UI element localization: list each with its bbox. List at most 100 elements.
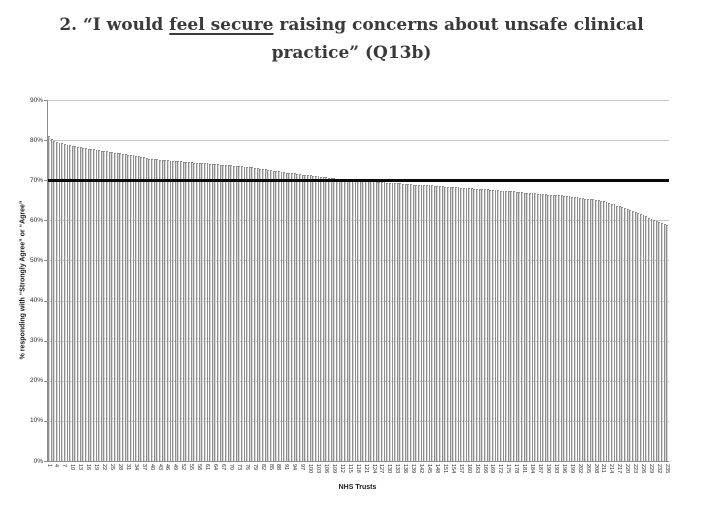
x-tick-label: 121 bbox=[362, 464, 369, 474]
bar bbox=[412, 184, 415, 461]
bar bbox=[433, 185, 436, 461]
x-tick-label: 178 bbox=[513, 464, 520, 474]
bar bbox=[346, 179, 349, 461]
bar bbox=[502, 190, 505, 461]
bar bbox=[48, 136, 50, 461]
y-tick-label: 40% bbox=[29, 297, 43, 305]
bar bbox=[206, 163, 209, 461]
x-tick-label: 214 bbox=[608, 464, 615, 474]
x-tick-label: 148 bbox=[433, 464, 440, 474]
bar bbox=[230, 165, 233, 461]
bar bbox=[182, 161, 185, 461]
bar bbox=[634, 212, 637, 461]
bar bbox=[528, 193, 531, 461]
bar bbox=[423, 185, 426, 461]
bar bbox=[66, 144, 69, 461]
x-tick-label: 133 bbox=[394, 464, 401, 474]
bar bbox=[491, 189, 494, 461]
bar bbox=[505, 191, 508, 461]
bar bbox=[526, 192, 529, 461]
bar bbox=[608, 202, 611, 461]
bar bbox=[647, 217, 650, 461]
x-tick-label: 166 bbox=[481, 464, 488, 474]
bar bbox=[161, 159, 164, 461]
y-axis-title: % responding with “Strongly Agree” or “A… bbox=[19, 200, 27, 360]
x-tick-label: 226 bbox=[640, 464, 647, 474]
bar bbox=[164, 160, 167, 461]
bar bbox=[275, 171, 278, 461]
bar bbox=[650, 218, 653, 461]
bar bbox=[555, 195, 558, 461]
bar bbox=[470, 188, 473, 461]
bar bbox=[370, 181, 373, 461]
x-tick-label: 103 bbox=[315, 464, 322, 474]
bar bbox=[114, 152, 116, 461]
gridline-80pct bbox=[48, 140, 669, 142]
bar bbox=[124, 154, 127, 461]
bar bbox=[217, 164, 219, 461]
bar bbox=[515, 191, 518, 461]
y-tick-mark bbox=[44, 100, 47, 101]
bar bbox=[452, 187, 455, 461]
bar bbox=[391, 183, 394, 461]
bar bbox=[497, 190, 500, 461]
bar bbox=[536, 193, 539, 461]
bar bbox=[211, 163, 214, 461]
reference-line-70pct bbox=[48, 179, 669, 182]
x-tick-label: 181 bbox=[521, 464, 528, 474]
bar bbox=[523, 192, 526, 461]
bar bbox=[592, 199, 595, 461]
bar bbox=[299, 174, 301, 461]
x-tick-label: 73 bbox=[235, 464, 242, 471]
bar bbox=[595, 199, 597, 461]
bar bbox=[552, 195, 555, 461]
bar bbox=[484, 189, 486, 461]
bar bbox=[378, 181, 381, 461]
bar bbox=[373, 181, 375, 461]
bar bbox=[203, 163, 206, 461]
x-tick-label: 130 bbox=[386, 464, 393, 474]
bar bbox=[127, 154, 130, 461]
bar bbox=[132, 155, 135, 461]
bar bbox=[481, 189, 484, 461]
chart-title: 2. “I would feel secure raising concerns… bbox=[0, 11, 703, 67]
x-axis-title: NHS Trusts bbox=[338, 484, 377, 491]
bar bbox=[251, 167, 254, 461]
y-tick-label: 80% bbox=[29, 136, 43, 144]
y-tick-mark bbox=[44, 420, 47, 422]
bar bbox=[494, 190, 497, 461]
bar bbox=[383, 182, 386, 461]
bar bbox=[280, 171, 283, 461]
x-tick-label: 31 bbox=[124, 464, 131, 471]
x-tick-label: 220 bbox=[624, 464, 631, 474]
bar bbox=[417, 185, 420, 461]
chart-title-underlined: feel secure bbox=[169, 15, 274, 35]
bar bbox=[431, 185, 434, 461]
bar bbox=[283, 172, 286, 461]
bar bbox=[277, 171, 280, 461]
y-tick-label: 70% bbox=[29, 176, 43, 184]
x-tick-label: 25 bbox=[108, 464, 115, 471]
bar bbox=[143, 157, 146, 461]
x-tick-label: 127 bbox=[378, 464, 385, 474]
bar bbox=[560, 195, 563, 461]
bar bbox=[169, 160, 172, 461]
bar bbox=[264, 169, 267, 461]
x-tick-label: 19 bbox=[93, 464, 100, 471]
bar bbox=[632, 211, 634, 461]
bar bbox=[436, 185, 439, 461]
bar bbox=[240, 166, 243, 461]
bar bbox=[63, 144, 66, 461]
bar bbox=[219, 164, 222, 461]
x-tick-label: 112 bbox=[338, 464, 345, 473]
bar bbox=[108, 151, 111, 461]
bar bbox=[626, 209, 629, 461]
bar bbox=[362, 180, 365, 461]
bar bbox=[90, 148, 93, 461]
x-tick-label: 85 bbox=[267, 464, 274, 471]
x-tick-label: 4 bbox=[53, 464, 60, 468]
bar bbox=[185, 161, 188, 461]
bar bbox=[333, 178, 336, 461]
bar bbox=[158, 159, 161, 461]
x-tick-label: 160 bbox=[465, 464, 472, 474]
